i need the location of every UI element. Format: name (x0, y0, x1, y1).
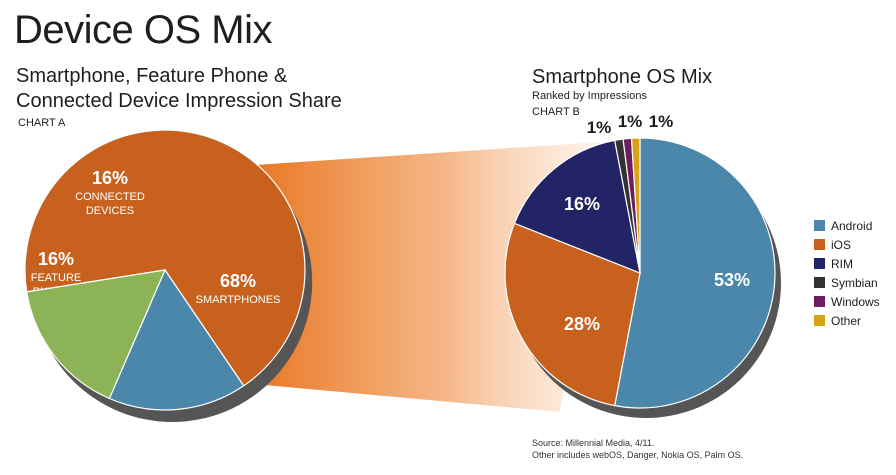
slice-other (630, 137, 641, 274)
source-note: Source: Millennial Media, 4/11. Other in… (532, 437, 743, 461)
chart-b-label: CHART B (532, 106, 580, 118)
slice-value-android: 53% (714, 270, 750, 290)
legend-item-symbian: Symbian (814, 273, 880, 292)
slice-value-connected-devices: 16% (92, 168, 128, 188)
slice-label-connected-devices-2: DEVICES (86, 205, 134, 217)
slice-value-ios: 28% (564, 314, 600, 334)
legend-label: RIM (831, 256, 853, 271)
legend-swatch (814, 258, 825, 269)
page-title: Device OS Mix (14, 8, 273, 52)
legend-swatch (814, 296, 825, 307)
legend-item-windows: Windows (814, 292, 880, 311)
source-line1: Source: Millennial Media, 4/11. (532, 438, 655, 448)
slice-feature-phones (108, 268, 245, 411)
slice-rim (513, 139, 641, 274)
legend-label: iOS (831, 237, 852, 252)
slice-value-feature-phones: 16% (38, 249, 74, 269)
legend-label: Android (831, 218, 873, 233)
slice-android (613, 137, 776, 409)
legend-swatch (814, 277, 825, 288)
chart-a-label: CHART A (18, 117, 66, 129)
slice-label-feature-phones-1: FEATURE (31, 272, 82, 284)
slice-value-smartphones: 68% (220, 271, 256, 291)
slice-label-smartphones-1: SMARTPHONES (196, 294, 281, 306)
source-line2: Other includes webOS, Danger, Nokia OS, … (532, 450, 744, 460)
chart-a-subtitle-line2: Connected Device Impression Share (16, 90, 342, 112)
chart-a-subtitle: Smartphone, Feature Phone & Connected De… (16, 64, 342, 114)
legend-swatch (814, 220, 825, 231)
chart-b-subtitle: Smartphone OS Mix (532, 66, 713, 88)
legend-label: Other (831, 313, 862, 328)
legend-item-ios: iOS (814, 235, 880, 254)
slice-ios (504, 222, 641, 407)
legend-swatch (814, 315, 825, 326)
slice-value-symbian: 1% (587, 118, 612, 137)
slice-value-rim: 16% (564, 194, 600, 214)
slice-value-windows: 1% (618, 112, 643, 131)
slice-label-connected-devices-1: CONNECTED (75, 191, 145, 203)
legend-item-other: Other (814, 311, 880, 330)
legend-swatch (814, 239, 825, 250)
legend-item-android: Android (814, 216, 880, 235)
legend-label: Windows (831, 294, 880, 309)
chart-b-note: Ranked by Impressions (532, 90, 647, 102)
legend-item-rim: RIM (814, 254, 880, 273)
slice-smartphones (24, 129, 306, 387)
chart-a-subtitle-line1: Smartphone, Feature Phone & (16, 65, 288, 87)
connector-band (255, 142, 600, 412)
chart-b-legend: Android iOS RIM Symbian Windows Other (814, 216, 880, 330)
slice-connected-devices (26, 269, 166, 400)
legend-label: Symbian (831, 275, 878, 290)
slice-value-other: 1% (649, 112, 674, 131)
pie-chart-b: 53% 28% 16% 1% 1% 1% (504, 112, 781, 418)
pie-chart-a: 68%SMARTPHONES16%FEATUREPHONES16%CONNECT… (24, 129, 313, 422)
